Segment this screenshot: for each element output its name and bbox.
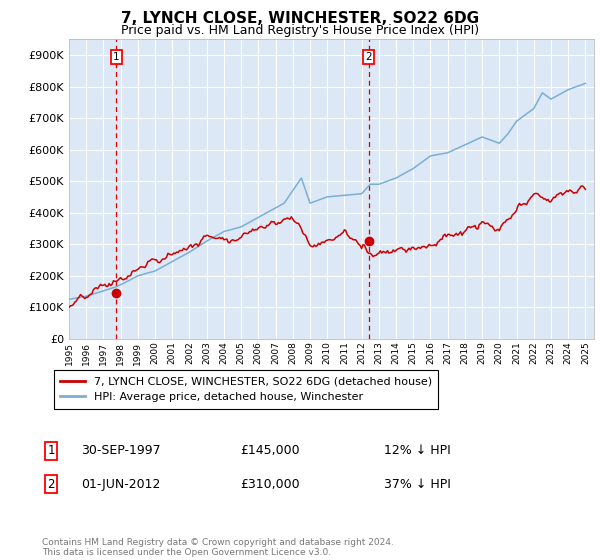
Text: 7, LYNCH CLOSE, WINCHESTER, SO22 6DG: 7, LYNCH CLOSE, WINCHESTER, SO22 6DG: [121, 11, 479, 26]
Text: 2: 2: [365, 52, 372, 62]
Text: 2: 2: [47, 478, 55, 491]
Text: £310,000: £310,000: [240, 478, 299, 491]
Legend: 7, LYNCH CLOSE, WINCHESTER, SO22 6DG (detached house), HPI: Average price, detac: 7, LYNCH CLOSE, WINCHESTER, SO22 6DG (de…: [53, 370, 439, 409]
Text: 1: 1: [47, 444, 55, 458]
Text: Price paid vs. HM Land Registry's House Price Index (HPI): Price paid vs. HM Land Registry's House …: [121, 24, 479, 36]
Text: 01-JUN-2012: 01-JUN-2012: [81, 478, 160, 491]
Text: £145,000: £145,000: [240, 444, 299, 458]
Text: 12% ↓ HPI: 12% ↓ HPI: [384, 444, 451, 458]
Text: 1: 1: [113, 52, 119, 62]
Text: 37% ↓ HPI: 37% ↓ HPI: [384, 478, 451, 491]
Text: 30-SEP-1997: 30-SEP-1997: [81, 444, 161, 458]
Text: Contains HM Land Registry data © Crown copyright and database right 2024.
This d: Contains HM Land Registry data © Crown c…: [42, 538, 394, 557]
